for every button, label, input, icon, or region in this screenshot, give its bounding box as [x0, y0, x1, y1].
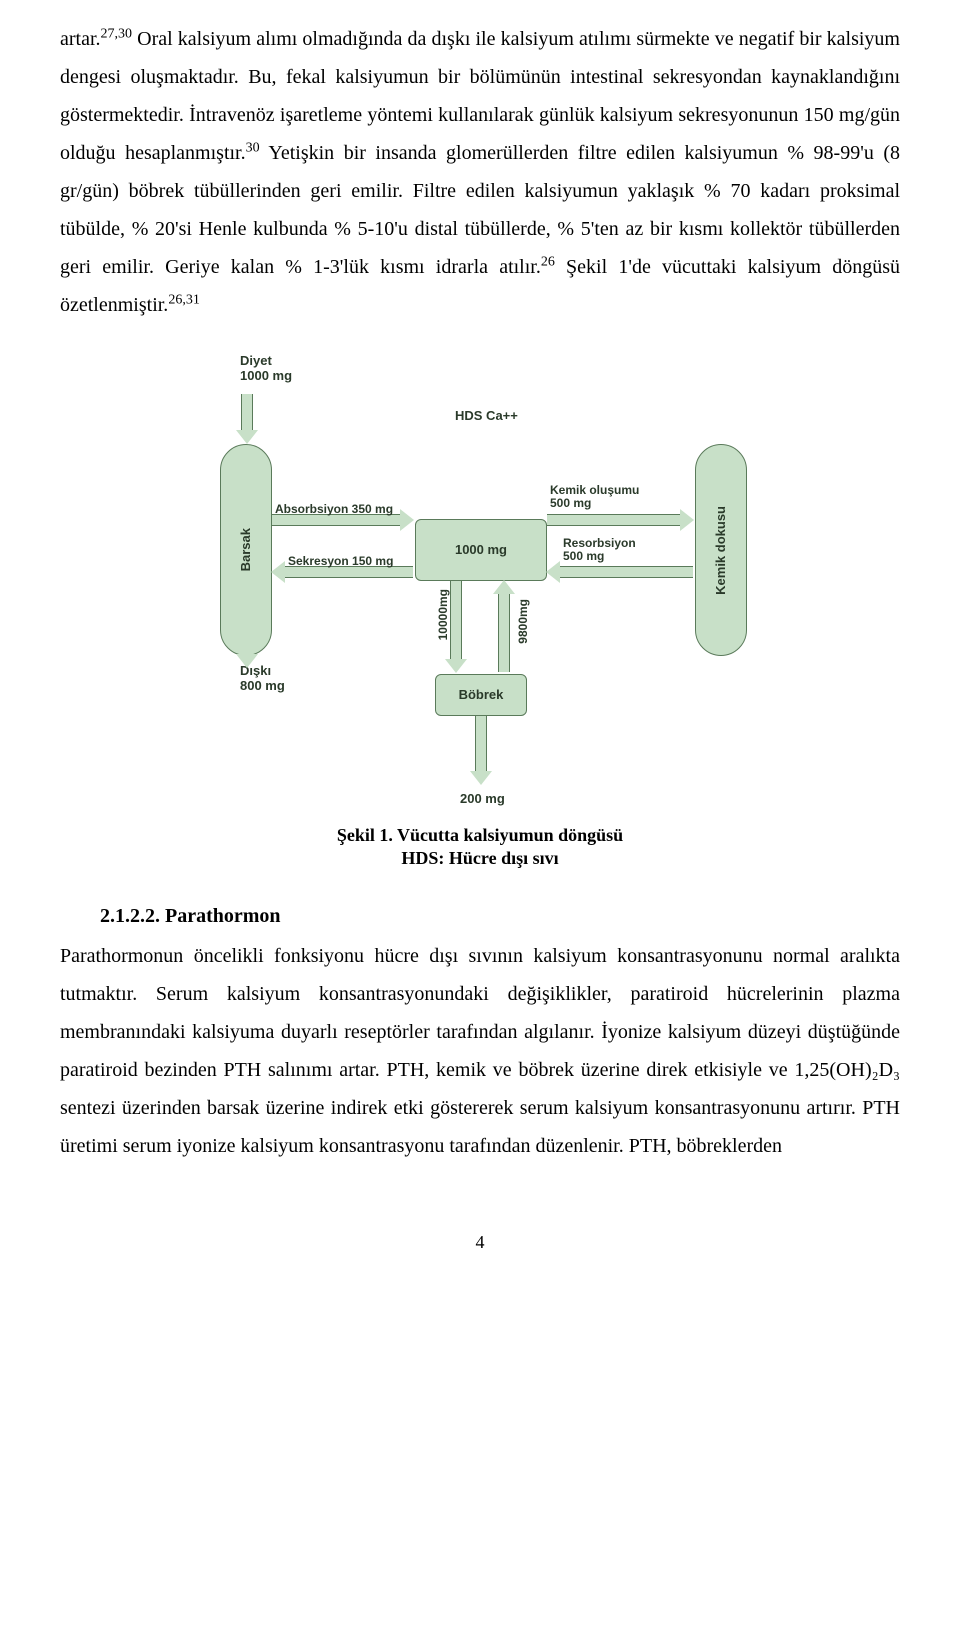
label-10000: 10000mg [432, 589, 455, 640]
page-number: 4 [60, 1225, 900, 1259]
node-barsak: Barsak [220, 444, 272, 656]
label-diet: Diyet 1000 mg [240, 354, 292, 384]
figure-1-wrap: Diyet 1000 mg Dışkı 800 mg HDS Ca++ Bars… [60, 354, 900, 814]
label-9800: 9800mg [512, 599, 535, 644]
label-200: 200 mg [460, 792, 505, 807]
ref-30: 30 [246, 140, 260, 155]
figure-1-diagram: Diyet 1000 mg Dışkı 800 mg HDS Ca++ Bars… [180, 354, 780, 814]
ref-26: 26 [541, 254, 555, 269]
label-kemik: Kemik dokusu [709, 506, 734, 595]
ref-2730: 27,30 [101, 26, 133, 41]
label-boneform: Kemik oluşumu 500 mg [550, 484, 639, 510]
arrow-resorb [560, 566, 693, 578]
label-resorb: Resorbsiyon 500 mg [563, 537, 636, 563]
label-absorb: Absorbsiyon 350 mg [275, 498, 393, 521]
caption-line-2: HDS: Hücre dışı sıvı [401, 848, 558, 868]
ref-2631: 26,31 [168, 292, 200, 307]
node-kemik: Kemik dokusu [695, 444, 747, 656]
paragraph-1: artar.27,30 Oral kalsiyum alımı olmadığı… [60, 20, 900, 324]
label-feces: Dışkı 800 mg [240, 664, 285, 694]
label-barsak: Barsak [234, 528, 259, 571]
label-secret: Sekresyon 150 mg [288, 550, 393, 573]
heading-2122: 2.1.2.2. Parathormon [100, 897, 900, 935]
p1-a: artar. [60, 28, 101, 50]
label-bobrek: Böbrek [459, 683, 504, 708]
node-bobrek: Böbrek [435, 674, 527, 716]
arrow-diet-down [241, 394, 253, 430]
paragraph-2: Parathormonun öncelikli fonksiyonu hücre… [60, 937, 900, 1165]
label-center: 1000 mg [455, 538, 507, 563]
arrow-9800 [498, 594, 510, 672]
node-center: 1000 mg [415, 519, 547, 581]
arrow-boneform [547, 514, 680, 526]
caption-line-1: Şekil 1. Vücutta kalsiyumun döngüsü [337, 825, 623, 845]
arrow-200 [475, 716, 487, 771]
label-hds: HDS Ca++ [455, 409, 518, 424]
figure-1-caption: Şekil 1. Vücutta kalsiyumun döngüsü HDS:… [60, 824, 900, 871]
